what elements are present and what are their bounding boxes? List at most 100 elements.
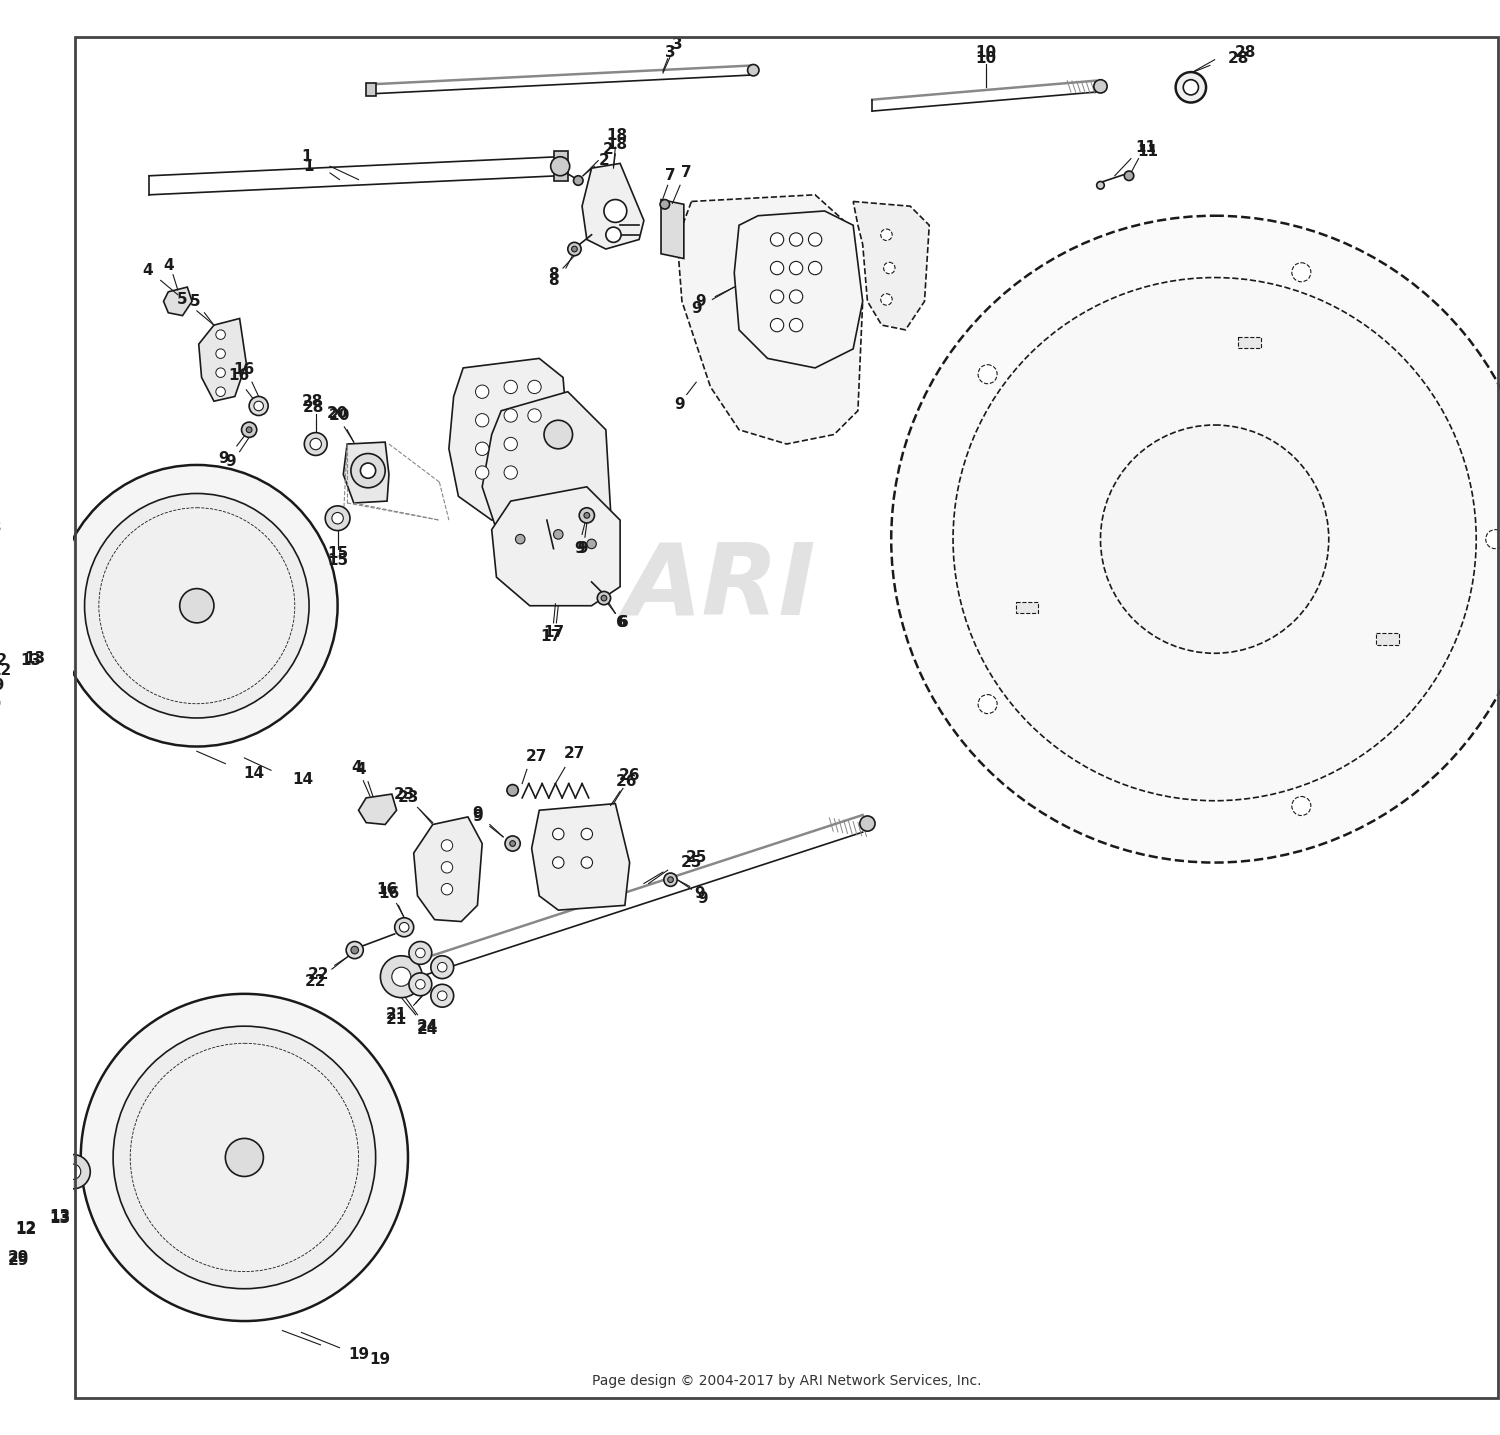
Circle shape	[38, 607, 52, 623]
Text: 25: 25	[686, 851, 706, 865]
Polygon shape	[198, 319, 246, 402]
Text: 9: 9	[578, 541, 588, 557]
Circle shape	[664, 872, 676, 887]
Circle shape	[438, 992, 447, 1000]
Text: 9: 9	[675, 396, 686, 412]
Circle shape	[1184, 80, 1198, 95]
Text: 5: 5	[189, 294, 200, 309]
Text: 26: 26	[620, 768, 640, 782]
Text: 28: 28	[303, 400, 324, 415]
Circle shape	[99, 508, 296, 703]
Text: 16: 16	[228, 367, 249, 383]
Circle shape	[771, 261, 783, 274]
Text: 28: 28	[302, 393, 324, 409]
Text: 12: 12	[15, 1221, 36, 1237]
Circle shape	[952, 277, 1476, 801]
Text: 8: 8	[548, 273, 560, 288]
Circle shape	[476, 385, 489, 399]
Circle shape	[504, 438, 518, 451]
Text: 23: 23	[398, 791, 418, 805]
Circle shape	[789, 232, 802, 247]
Text: 16: 16	[378, 885, 399, 901]
Circle shape	[416, 980, 424, 989]
Circle shape	[573, 175, 584, 185]
Polygon shape	[676, 195, 862, 443]
Polygon shape	[853, 201, 930, 330]
Circle shape	[552, 857, 564, 868]
Text: 19: 19	[369, 1352, 390, 1366]
Circle shape	[476, 466, 489, 479]
Circle shape	[516, 534, 525, 544]
Text: 28: 28	[1234, 44, 1256, 60]
Text: 11: 11	[1136, 139, 1156, 155]
Text: 4: 4	[356, 762, 366, 776]
Circle shape	[1096, 181, 1104, 189]
Text: 3: 3	[664, 44, 676, 60]
Text: 9: 9	[217, 451, 229, 466]
Circle shape	[441, 861, 453, 872]
Polygon shape	[582, 164, 644, 250]
Circle shape	[360, 464, 375, 478]
Text: 29: 29	[0, 679, 4, 693]
Text: 5: 5	[177, 291, 188, 307]
Text: 13: 13	[21, 653, 42, 669]
Text: 2: 2	[598, 154, 609, 168]
Circle shape	[597, 591, 610, 604]
Circle shape	[572, 247, 578, 253]
Circle shape	[880, 230, 892, 241]
Text: 23: 23	[393, 786, 416, 802]
Circle shape	[0, 560, 12, 577]
Text: 15: 15	[327, 545, 348, 561]
Circle shape	[504, 466, 518, 479]
Circle shape	[579, 508, 594, 522]
Circle shape	[660, 199, 669, 210]
Text: 9: 9	[698, 891, 708, 907]
Circle shape	[586, 540, 597, 548]
Text: 2: 2	[603, 142, 613, 156]
Text: 14: 14	[292, 772, 314, 788]
Text: 1: 1	[304, 159, 315, 174]
Circle shape	[438, 963, 447, 971]
Text: 9: 9	[472, 809, 483, 824]
Text: 7: 7	[664, 168, 676, 184]
Circle shape	[441, 839, 453, 851]
Circle shape	[254, 402, 264, 410]
Polygon shape	[1376, 633, 1400, 644]
Circle shape	[242, 422, 256, 438]
Circle shape	[544, 420, 573, 449]
Polygon shape	[414, 817, 482, 921]
Text: 20: 20	[327, 406, 348, 420]
Circle shape	[410, 973, 432, 996]
Polygon shape	[164, 287, 192, 316]
Circle shape	[216, 387, 225, 396]
Circle shape	[351, 453, 386, 488]
Text: 16: 16	[234, 362, 255, 377]
Polygon shape	[735, 211, 862, 367]
Circle shape	[1094, 80, 1107, 93]
Circle shape	[310, 438, 321, 449]
Circle shape	[859, 817, 874, 831]
Text: 15: 15	[327, 552, 348, 568]
Text: 8: 8	[548, 267, 560, 283]
Circle shape	[332, 512, 344, 524]
Circle shape	[441, 884, 453, 895]
Text: 19: 19	[348, 1347, 369, 1362]
Circle shape	[16, 1197, 40, 1223]
Circle shape	[346, 941, 363, 959]
Circle shape	[1176, 72, 1206, 102]
Circle shape	[1101, 425, 1329, 653]
Text: 21: 21	[386, 1012, 406, 1027]
Circle shape	[507, 785, 519, 796]
Circle shape	[771, 290, 783, 303]
Text: 9: 9	[225, 453, 236, 469]
Circle shape	[747, 65, 759, 76]
Circle shape	[602, 596, 608, 601]
Circle shape	[381, 956, 423, 997]
Circle shape	[978, 695, 998, 713]
Text: 10: 10	[976, 44, 998, 60]
Text: 26: 26	[616, 775, 638, 789]
Circle shape	[789, 290, 802, 303]
Text: 20: 20	[328, 408, 350, 423]
Circle shape	[604, 199, 627, 222]
Circle shape	[246, 426, 252, 432]
